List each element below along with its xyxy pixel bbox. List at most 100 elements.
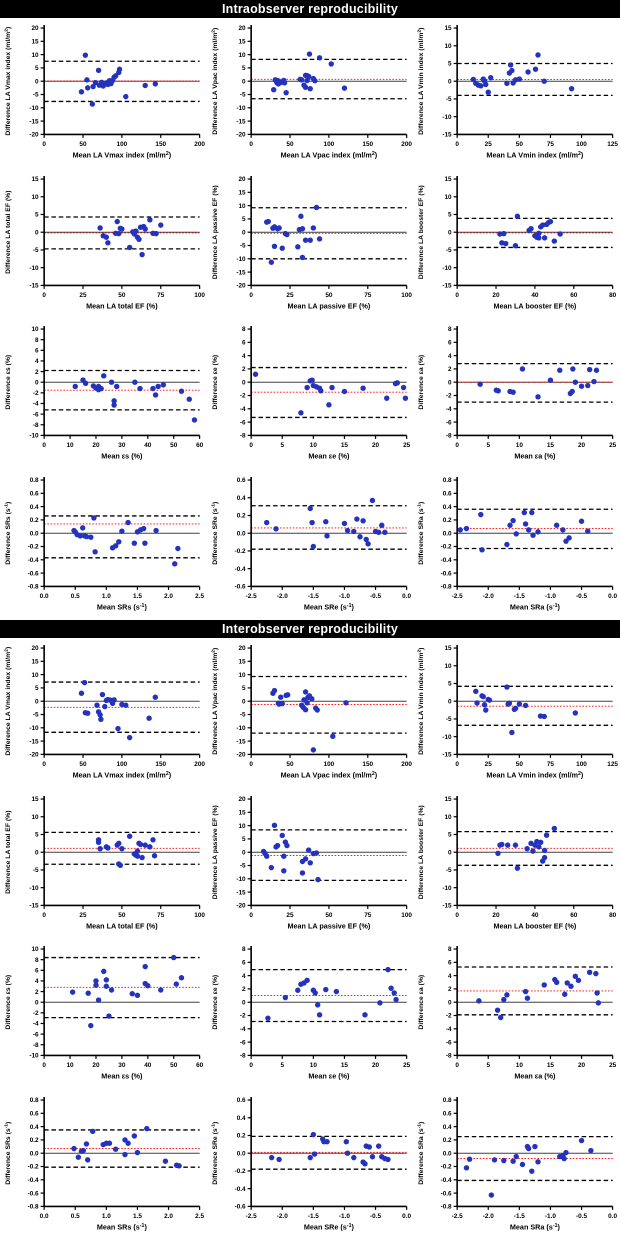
x-tick-label: 50 [516, 141, 524, 148]
y-tick-label: 0 [35, 229, 39, 236]
intraobserver-section: Intraobserver reproducibility -20 -15 -10-… [0, 0, 620, 620]
plot-canvas: -0.8 -0.6 -0.4 -0.2 0.0 0.2 0.4 0.6 0.8 -2.5 -2.0 -… [417, 476, 618, 611]
data-point [542, 854, 548, 860]
data-point [94, 702, 100, 708]
bland-altman-plot: -15 -10 -5 0 5 10 15 0 25 50 75 100 Difference LA to… [0, 789, 207, 940]
x-tick-label: 50 [170, 1062, 178, 1069]
x-tick-label: 2.5 [195, 1212, 204, 1219]
y-tick-label: -10 [443, 114, 453, 121]
data-point [483, 81, 489, 88]
data-point [172, 560, 178, 566]
x-tick-label: 50 [516, 761, 524, 768]
data-point [119, 528, 125, 534]
data-point [113, 383, 120, 390]
y-axis-label: Difference SRe (s-1) [210, 1121, 218, 1184]
x-tick-label: 50 [286, 141, 294, 148]
y-tick-label: -0.2 [28, 543, 39, 550]
interobserver-section: Interobserver reproducibility -20 -15 -10-… [0, 620, 620, 1240]
data-point [557, 230, 564, 237]
data-point [344, 527, 350, 533]
bland-altman-plot: -20 -15 -10 -5 0 5 10 15 20 0 25 50 75 100 Difference … [207, 789, 414, 940]
x-tick-label: 25 [609, 442, 617, 449]
y-tick-label: -10 [29, 884, 39, 891]
data-point [313, 849, 319, 856]
y-tick-label: 10 [238, 822, 246, 829]
data-point [90, 83, 96, 90]
data-point [126, 833, 133, 839]
x-tick-label: 10 [309, 1062, 317, 1069]
x-axis-label: Mean SRe (s-1) [304, 602, 355, 611]
x-tick-label: 15 [341, 442, 349, 449]
x-tick-label: -2.0 [276, 1212, 287, 1219]
y-tick-label: 0.6 [443, 490, 452, 497]
y-tick-label: -15 [443, 902, 453, 909]
y-tick-label: -0.6 [234, 1203, 245, 1210]
y-tick-label: 0 [448, 229, 452, 236]
data-point [533, 66, 539, 72]
x-tick-label: -1.0 [339, 592, 350, 599]
data-point [313, 204, 319, 210]
y-tick-label: -20 [236, 282, 246, 289]
data-point [363, 536, 369, 542]
y-tick-label: -6 [33, 411, 39, 418]
data-point [304, 700, 310, 706]
plot-canvas: -15 -10 -5 0 5 10 15 0 25 50 75 100 Difference LA to… [5, 175, 205, 310]
y-tick-label: 6 [35, 348, 39, 355]
data-point [316, 235, 322, 242]
x-tick-label: 0 [249, 911, 253, 918]
x-tick-label: 30 [118, 1062, 126, 1069]
data-point [520, 366, 526, 372]
y-tick-label: -15 [443, 752, 453, 759]
data-point [132, 379, 138, 385]
x-tick-label: 40 [144, 1062, 152, 1069]
data-point [277, 694, 284, 700]
y-tick-label: -4 [33, 401, 39, 408]
data-point [520, 1161, 526, 1167]
data-point [302, 707, 308, 713]
x-tick-label: 200 [194, 761, 205, 768]
y-tick-label: -0.2 [234, 1168, 245, 1175]
data-point [142, 539, 148, 546]
data-point [501, 1157, 507, 1163]
data-point [325, 402, 332, 408]
data-point [594, 990, 601, 996]
data-point [307, 1154, 313, 1160]
data-point [593, 970, 599, 977]
y-tick-label: -0.4 [28, 1177, 39, 1184]
y-tick-label: -0.2 [234, 548, 245, 555]
data-point [535, 52, 542, 58]
data-point [78, 89, 85, 95]
data-point [529, 1167, 535, 1174]
data-point [279, 832, 285, 838]
x-tick-label: 25 [79, 911, 87, 918]
y-tick-label: 0.2 [30, 517, 39, 524]
y-tick-label: 5 [448, 61, 452, 68]
y-tick-label: 10 [445, 813, 453, 820]
x-tick-label: 25 [286, 911, 294, 918]
data-point [153, 230, 159, 236]
bland-altman-plot: -8 -6 -4 -2 0 2 4 6 8 0 5 10 15 20 25 Difference εe (%)… [207, 319, 414, 470]
intraobserver-plot-grid: -20 -15 -10 -5 0 5 10 15 20 0 50 100 150 200 Differenc… [0, 18, 620, 620]
data-point [564, 980, 571, 986]
y-tick-label: 0.4 [236, 1114, 245, 1121]
x-tick-label: 100 [194, 291, 205, 298]
data-point [155, 383, 161, 390]
data-point [505, 841, 511, 848]
x-tick-label: -2.5 [452, 1212, 463, 1219]
data-point [106, 1140, 113, 1146]
data-point [111, 697, 117, 703]
y-tick-label: -0.4 [234, 565, 245, 572]
data-point [302, 855, 308, 862]
y-tick-label: 4 [448, 353, 452, 360]
y-tick-label: 10 [31, 946, 39, 953]
y-tick-label: 0.2 [236, 512, 245, 519]
y-tick-label: -15 [443, 282, 453, 289]
data-point [72, 383, 78, 390]
y-tick-label: -0.4 [441, 557, 452, 564]
data-point [341, 520, 347, 526]
y-tick-label: 8 [448, 326, 452, 333]
y-tick-label: 2 [35, 369, 39, 376]
data-point [381, 529, 388, 535]
y-tick-label: -4 [240, 1026, 246, 1033]
